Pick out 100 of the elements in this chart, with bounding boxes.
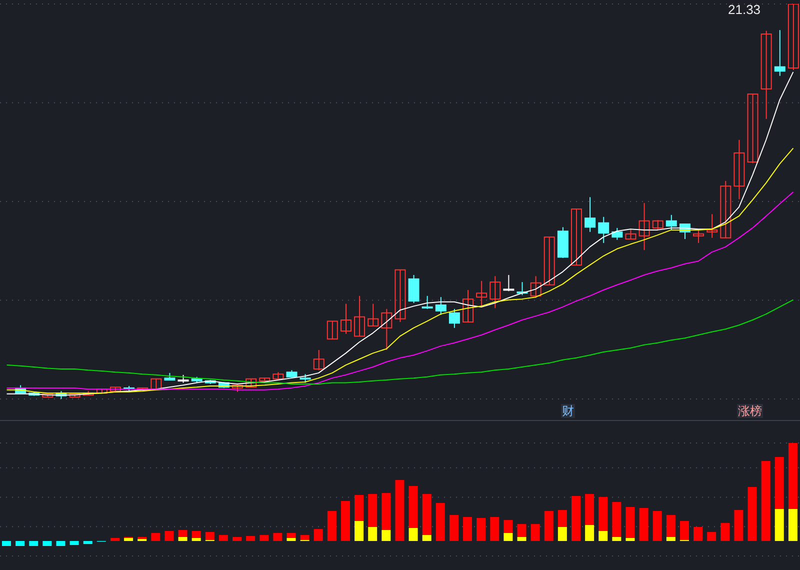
candlestick xyxy=(435,296,446,316)
bar xyxy=(232,536,242,541)
bar xyxy=(436,502,445,541)
candlestick xyxy=(408,274,420,304)
bar xyxy=(544,511,554,541)
bar xyxy=(382,530,391,541)
candlestick xyxy=(544,236,555,286)
bar xyxy=(585,525,594,541)
bar xyxy=(83,541,92,544)
bar xyxy=(314,529,323,541)
bar xyxy=(56,541,66,546)
candlestick xyxy=(693,228,704,244)
bar xyxy=(558,510,567,527)
bar xyxy=(612,536,622,541)
candlestick xyxy=(476,280,488,307)
bar xyxy=(218,535,228,541)
bar xyxy=(110,538,120,541)
bar xyxy=(422,535,432,541)
bar xyxy=(761,461,770,541)
bar xyxy=(517,536,526,541)
bar xyxy=(246,536,256,541)
bar xyxy=(422,494,432,536)
candlestick xyxy=(422,295,433,310)
bar xyxy=(382,492,391,530)
bar xyxy=(178,530,188,537)
bar xyxy=(138,536,147,540)
bar xyxy=(680,521,689,540)
candlestick xyxy=(381,308,392,351)
candlestick xyxy=(720,180,732,238)
bar xyxy=(774,457,784,509)
bar xyxy=(517,524,526,537)
bar xyxy=(585,494,594,526)
bar xyxy=(368,494,378,527)
bar xyxy=(449,515,458,541)
candlestick xyxy=(340,303,352,334)
bar xyxy=(29,541,38,546)
bar xyxy=(164,531,174,541)
bar xyxy=(42,541,52,546)
bar xyxy=(666,536,676,541)
bar xyxy=(504,520,513,533)
bar xyxy=(368,526,378,541)
candlestick xyxy=(570,208,582,266)
candlestick xyxy=(150,378,162,390)
candlestick xyxy=(760,30,772,120)
bar xyxy=(70,541,79,546)
bar xyxy=(571,496,580,541)
bar xyxy=(734,510,744,541)
candlestick xyxy=(652,220,664,230)
bar xyxy=(666,515,676,537)
bar xyxy=(178,536,188,541)
bar xyxy=(598,497,608,532)
text: 涨榜 xyxy=(737,404,763,418)
candlestick xyxy=(788,4,799,70)
bar xyxy=(720,522,730,541)
bar xyxy=(707,532,716,541)
candlestick xyxy=(598,216,610,244)
candlestick xyxy=(612,227,623,240)
bar xyxy=(748,487,757,541)
bar xyxy=(652,511,662,541)
candlestick xyxy=(666,214,677,230)
candlestick xyxy=(747,94,758,164)
candlestick xyxy=(503,274,514,292)
candlestick xyxy=(530,276,542,298)
bar xyxy=(354,495,364,522)
candlestick xyxy=(774,30,786,76)
candlestick xyxy=(326,320,338,340)
candlestick xyxy=(625,229,636,240)
bar xyxy=(408,528,418,541)
bar xyxy=(286,538,296,541)
bar xyxy=(626,506,635,538)
bar xyxy=(530,524,540,541)
bar xyxy=(300,535,310,540)
bar xyxy=(788,443,798,509)
candlestick xyxy=(448,308,460,328)
bar xyxy=(192,531,201,538)
candlestick xyxy=(734,139,745,200)
candlestick xyxy=(368,303,379,326)
bar xyxy=(340,501,350,541)
bar xyxy=(286,532,296,538)
bar xyxy=(260,535,269,541)
candlestick xyxy=(638,202,650,251)
candlestick xyxy=(354,295,366,337)
bar xyxy=(327,511,336,541)
bar xyxy=(504,532,513,541)
bar xyxy=(2,541,11,546)
bar xyxy=(124,538,134,541)
bar xyxy=(612,502,622,537)
bar xyxy=(273,532,282,541)
bar xyxy=(558,526,567,541)
candlestick xyxy=(706,214,718,238)
bar xyxy=(598,531,608,541)
bar xyxy=(463,516,472,541)
candlestick xyxy=(584,196,596,232)
bar xyxy=(626,538,635,541)
annotation: 21.33 xyxy=(728,2,761,17)
candlestick xyxy=(462,289,474,322)
candlestick xyxy=(490,276,501,309)
bar xyxy=(16,541,25,546)
bar xyxy=(205,532,214,540)
bar xyxy=(151,532,160,541)
